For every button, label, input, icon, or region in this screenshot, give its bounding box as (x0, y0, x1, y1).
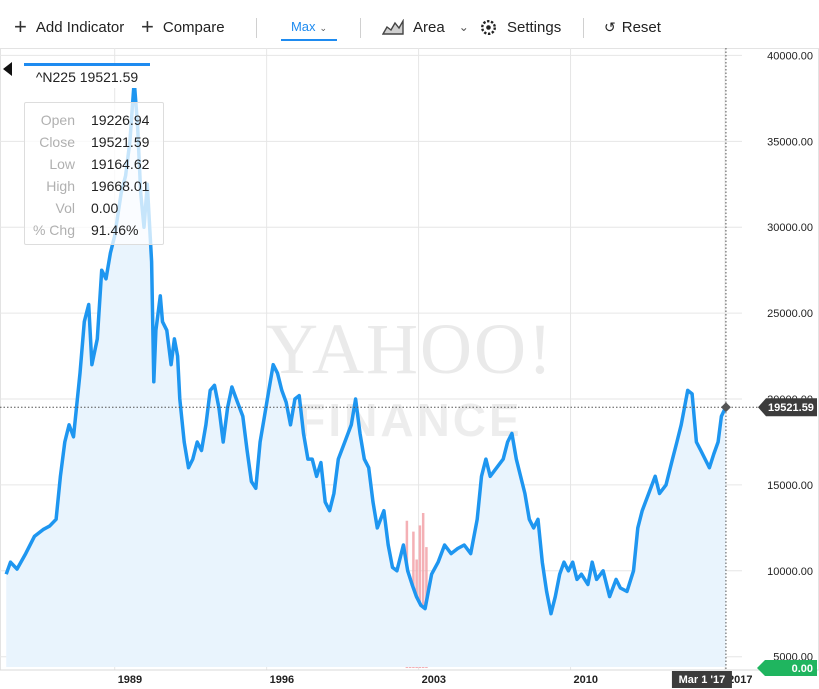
volume-bar (421, 513, 425, 668)
tooltip-row: Open 19226.94 (25, 109, 163, 131)
tooltip-row: Vol 0.00 (25, 197, 163, 219)
ohlc-tooltip: Open 19226.94 Close 19521.59 Low 19164.6… (24, 102, 164, 245)
x-tick-label: 2003 (422, 674, 446, 686)
tooltip-value: 19668.01 (91, 178, 150, 194)
y-tick-label: 25000.00 (767, 308, 813, 320)
chevron-down-icon: ⌄ (458, 20, 469, 34)
reset-icon: ↺ (604, 18, 616, 35)
add-indicator-label: Add Indicator (35, 18, 125, 36)
volume-tag (757, 660, 817, 676)
volume-bar (418, 525, 422, 668)
x-axis-band (0, 670, 819, 689)
tooltip-label: High (46, 178, 75, 194)
settings-button[interactable]: Settings (480, 16, 561, 38)
toolbar-divider (256, 18, 257, 38)
tooltip-label: Close (39, 134, 75, 150)
toolbar-divider (360, 18, 361, 38)
price-tag-label: 19521.59 (768, 402, 814, 414)
range-selector[interactable]: Max ⌄ (281, 16, 337, 41)
compare-button[interactable]: + Compare (141, 16, 225, 38)
crosshair-date-tag (671, 671, 732, 688)
y-tick-label: 40000.00 (767, 50, 813, 62)
tooltip-value: 91.46% (91, 222, 139, 238)
tooltip-label: Vol (55, 200, 75, 216)
y-tick-label: 15000.00 (767, 480, 813, 492)
tooltip-label: Low (49, 156, 75, 172)
scroll-left-icon (3, 62, 12, 76)
toolbar-divider (583, 18, 584, 38)
price-area-fill (6, 81, 726, 667)
reset-label: Reset (621, 18, 661, 36)
price-tag (758, 398, 817, 417)
gear-icon (480, 19, 497, 35)
chart-axes: 5000.0010000.0015000.0020000.0025000.003… (0, 48, 819, 689)
x-tick-label: 1996 (270, 674, 294, 686)
tooltip-row: % Chg 91.46% (25, 219, 163, 241)
y-tick-label: 35000.00 (767, 136, 813, 148)
crosshair-marker (720, 402, 731, 413)
y-tick-label: 30000.00 (767, 222, 813, 234)
compare-label: Compare (162, 18, 225, 36)
tooltip-value: 19226.94 (91, 112, 150, 128)
plus-icon: + (141, 14, 154, 39)
yahoo-finance-watermark: YAHOO!FINANCE (266, 309, 554, 446)
area-chart-icon (382, 19, 404, 35)
tooltip-value: 19164.62 (91, 156, 150, 172)
chart-type-label: Area (413, 18, 445, 36)
crosshair-date-label: Mar 1 '17 (679, 674, 726, 686)
tooltip-row: High 19668.01 (25, 175, 163, 197)
tooltip-label: Open (40, 112, 75, 128)
range-label: Max (290, 19, 316, 34)
tooltip-row: Close 19521.59 (25, 131, 163, 153)
volume-tag-label: 0.00 (792, 663, 813, 675)
x-tick-label: 2010 (574, 674, 598, 686)
watermark-text: FINANCE (297, 394, 522, 446)
tooltip-value: 0.00 (91, 200, 119, 216)
tooltip-title: ^N225 19521.59 (24, 63, 150, 88)
settings-label: Settings (507, 18, 562, 36)
tooltip-label: % Chg (32, 222, 75, 238)
chart-type-button[interactable]: Area ⌄ (382, 16, 469, 38)
price-chart[interactable]: YAHOO!FINANCE 5000.0010000.0015000.00200… (0, 48, 819, 689)
add-indicator-button[interactable]: + Add Indicator (14, 16, 124, 38)
reset-button[interactable]: ↺ Reset (604, 16, 661, 38)
tooltip-row: Low 19164.62 (25, 153, 163, 175)
watermark-text: YAHOO! (266, 309, 554, 389)
chevron-down-icon: ⌄ (319, 23, 328, 33)
x-tick-label: 1989 (118, 674, 142, 686)
chart-toolbar: + Add Indicator + Compare Max ⌄ Area ⌄ Se… (0, 0, 819, 50)
x-tick-label: 2017 (728, 674, 752, 686)
y-tick-label: 10000.00 (767, 566, 813, 578)
tooltip-value: 19521.59 (91, 134, 150, 150)
plus-icon: + (14, 14, 27, 39)
